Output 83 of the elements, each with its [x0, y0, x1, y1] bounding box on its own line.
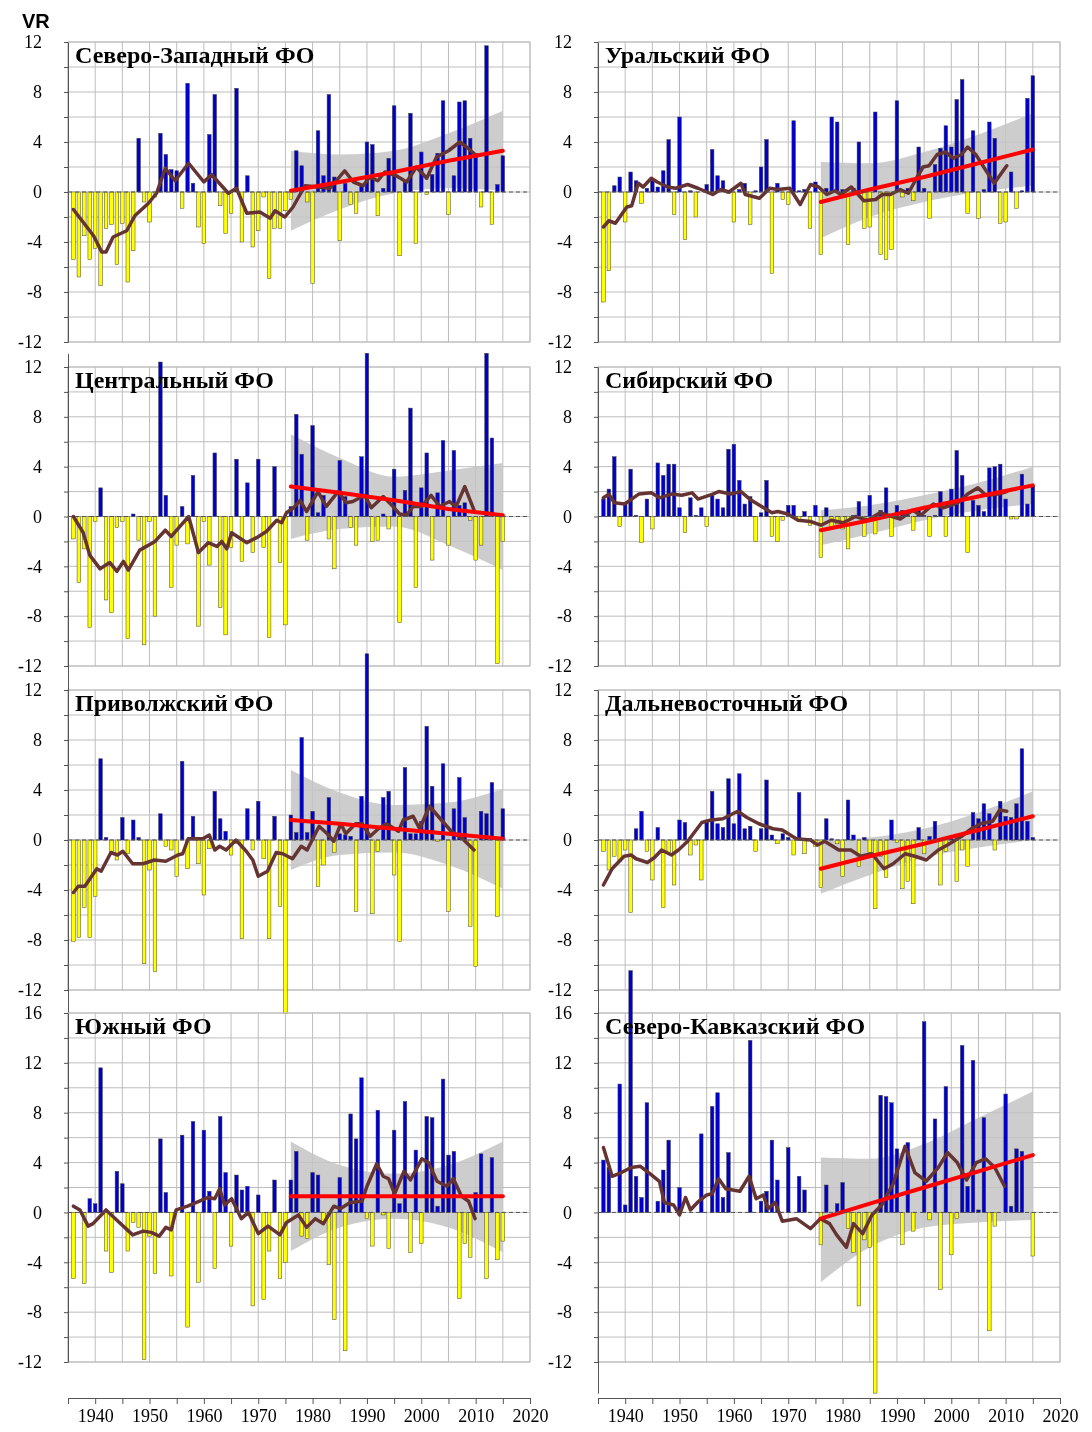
- y-tick-label: -12: [18, 656, 42, 677]
- chart-title: Северо-Западный ФО: [75, 42, 315, 68]
- y-tick-label: 0: [33, 506, 42, 527]
- x-tick-label: 1950: [132, 1405, 169, 1426]
- y-tick-label: 4: [563, 780, 572, 801]
- x-tick-label: 2020: [512, 1405, 549, 1426]
- chart-title: Дальневосточный ФО: [605, 690, 849, 716]
- chart-title: Уральский ФО: [605, 42, 771, 68]
- y-tick-label: 8: [563, 1102, 572, 1123]
- y-tick-label: -8: [557, 1302, 572, 1323]
- x-tick-label: 1980: [825, 1405, 862, 1426]
- y-tick-label: 0: [563, 506, 572, 527]
- y-tick-label: -8: [27, 282, 42, 303]
- y-tick-label: 0: [563, 1202, 572, 1223]
- y-tick-label: 8: [33, 1102, 42, 1123]
- y-tick-label: -4: [27, 232, 42, 253]
- y-tick-label: -8: [557, 930, 572, 951]
- y-tick-label: -4: [557, 232, 572, 253]
- y-tick-label: 0: [33, 182, 42, 203]
- y-tick-label: -4: [557, 556, 572, 577]
- y-tick-label: -8: [27, 606, 42, 627]
- x-tick-label: 2010: [988, 1405, 1025, 1426]
- x-tick-label: 1970: [770, 1405, 807, 1426]
- y-tick-label: -12: [548, 980, 572, 1001]
- y-tick-label: 4: [33, 780, 42, 801]
- x-tick-label: 2000: [403, 1405, 440, 1426]
- x-tick-label: 1960: [186, 1405, 223, 1426]
- y-tick-label: -4: [557, 1252, 572, 1273]
- y-tick-label: -12: [548, 332, 572, 353]
- x-tick-label: 2000: [933, 1405, 970, 1426]
- y-tick-label: 16: [24, 1003, 42, 1024]
- chart-title: Сибирский ФО: [605, 367, 774, 393]
- y-tick-label: -4: [27, 880, 42, 901]
- y-tick-label: -8: [27, 1302, 42, 1323]
- y-tick-label: 8: [563, 407, 572, 428]
- y-tick-label: 8: [563, 82, 572, 103]
- y-tick-label: 12: [24, 32, 42, 53]
- y-tick-label: -12: [548, 656, 572, 677]
- y-tick-label: 0: [33, 830, 42, 851]
- text: Приволжский ФО: [75, 690, 274, 716]
- y-tick-label: 12: [554, 680, 572, 701]
- y-tick-label: -4: [27, 556, 42, 577]
- y-tick-label: 4: [563, 132, 572, 153]
- y-tick-label: 8: [33, 730, 42, 751]
- y-tick-label: -12: [18, 1352, 42, 1373]
- y-tick-label: 8: [33, 82, 42, 103]
- y-tick-label: 12: [554, 32, 572, 53]
- y-tick-label: 0: [33, 1202, 42, 1223]
- y-tick-label: 4: [563, 456, 572, 477]
- y-tick-label: -8: [557, 606, 572, 627]
- y-tick-label: 12: [24, 357, 42, 378]
- y-tick-label: -8: [27, 930, 42, 951]
- y-tick-label: 0: [563, 182, 572, 203]
- y-tick-label: 8: [563, 730, 572, 751]
- y-tick-label: 12: [24, 680, 42, 701]
- chart-title: Южный ФО: [75, 1013, 212, 1039]
- y-tick-label: -12: [18, 980, 42, 1001]
- x-tick-label: 2010: [458, 1405, 495, 1426]
- y-tick-label: 8: [33, 407, 42, 428]
- y-axis-title: VR: [22, 10, 51, 32]
- x-tick-label: 1950: [662, 1405, 699, 1426]
- y-tick-label: 4: [33, 132, 42, 153]
- y-tick-label: -4: [27, 1252, 42, 1273]
- x-tick-label: 1990: [349, 1405, 386, 1426]
- y-tick-label: 4: [563, 1152, 572, 1173]
- y-tick-label: -12: [18, 332, 42, 353]
- y-tick-label: 16: [554, 1003, 572, 1024]
- y-tick-label: 4: [33, 456, 42, 477]
- x-tick-label: 1990: [879, 1405, 916, 1426]
- x-tick-label: 1940: [77, 1405, 114, 1426]
- y-tick-label: -4: [557, 880, 572, 901]
- y-tick-label: 4: [33, 1152, 42, 1173]
- x-tick-label: 1940: [607, 1405, 644, 1426]
- y-tick-label: -12: [548, 1352, 572, 1373]
- y-tick-label: -8: [557, 282, 572, 303]
- x-tick-label: 2020: [1042, 1405, 1079, 1426]
- x-tick-label: 1960: [716, 1405, 753, 1426]
- y-tick-label: 12: [24, 1053, 42, 1074]
- x-tick-label: 1980: [295, 1405, 332, 1426]
- y-tick-label: 12: [554, 1053, 572, 1074]
- y-tick-label: 12: [554, 357, 572, 378]
- y-tick-label: 0: [563, 830, 572, 851]
- x-tick-label: 1970: [240, 1405, 277, 1426]
